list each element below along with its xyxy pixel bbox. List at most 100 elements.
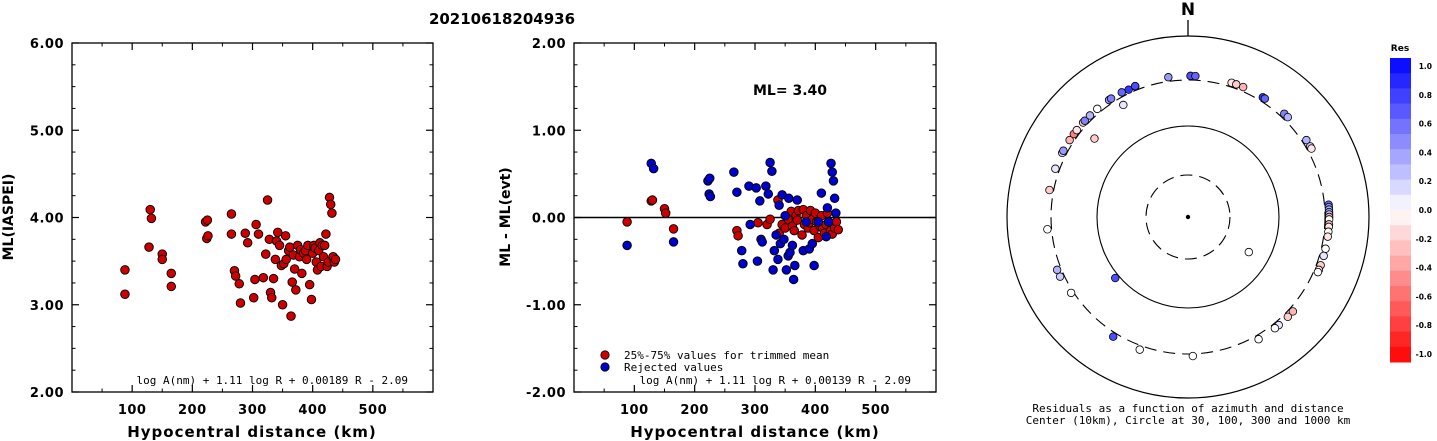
x-axis-left: 100 200 300 400 500 [101, 43, 404, 418]
data-point [829, 193, 840, 204]
colorbar-swatch [1390, 118, 1411, 135]
legend-label-trimmed: 25%-75% values for trimmed mean [624, 349, 829, 362]
chart-ml-iaspei: 2.00 3.00 4.00 5.00 6.00 100 200 300 400 500 ML(… [1, 37, 434, 441]
station-point [1254, 335, 1263, 344]
data-point [788, 274, 799, 285]
station-point [1106, 94, 1116, 103]
y-axis-middle: -2.00 -1.00 0.00 1.00 2.00 [526, 37, 936, 401]
x-axis-middle: 100 200 300 400 500 [603, 43, 907, 418]
y-axis-label-middle: ML - ML(evt) [498, 167, 514, 266]
x-tick-label: 500 [359, 403, 388, 418]
ring-100km [1096, 125, 1280, 309]
data-point [235, 298, 246, 308]
data-point [780, 211, 790, 221]
data-point [267, 293, 277, 303]
colorbar-swatch [1390, 58, 1411, 74]
data-point [801, 217, 812, 227]
station-point [1052, 265, 1062, 275]
colorbar-swatch [1390, 103, 1411, 120]
data-point [823, 217, 834, 227]
colorbar-tick-label: -0.6 [1416, 292, 1432, 301]
colorbar-ticks: 1.0 0.8 0.6 0.4 0.2 0.0 -0.2 -0.4 -0.6 -0.8 -1.0 [1416, 62, 1432, 359]
y-tick-label: -1.00 [526, 299, 566, 314]
y-axis-label-left: ML(IASPEI) [1, 174, 17, 261]
data-point [761, 181, 771, 191]
colorbar-tick-label: 0.0 [1419, 206, 1432, 215]
x-tick-label: 300 [238, 403, 267, 418]
center-marker [1185, 214, 1191, 220]
y-tick-label: 2.00 [30, 386, 64, 401]
station-point [1093, 104, 1102, 114]
data-point [826, 158, 836, 169]
x-tick-label: 300 [741, 403, 770, 418]
data-point [751, 183, 761, 193]
station-point [1164, 73, 1173, 82]
station-point [1307, 144, 1316, 153]
colorbar-swatch [1390, 240, 1411, 257]
station-point [1130, 81, 1140, 91]
station-point [1059, 146, 1068, 155]
station-point [1191, 71, 1200, 81]
station-point [1302, 135, 1311, 145]
data-point [752, 256, 763, 266]
legend-middle: 25%-75% values for trimmed mean Rejected… [600, 349, 829, 374]
data-point [647, 195, 658, 205]
data-point [807, 238, 818, 249]
data-point [738, 258, 748, 269]
station-point [1065, 135, 1074, 145]
data-point [297, 268, 307, 279]
polar-caption-line2: Center (10km), Circle at 30, 100, 300 an… [1026, 414, 1351, 427]
data-point [733, 231, 743, 241]
chart-ml-residual: -2.00 -1.00 0.00 1.00 2.00 100 200 300 400 500 M… [498, 37, 937, 441]
points-middle [622, 157, 844, 285]
data-point [270, 254, 281, 265]
colorbar-tick-label: -1.0 [1416, 350, 1432, 359]
colorbar-tick-label: 0.2 [1419, 177, 1432, 186]
data-point [622, 217, 632, 227]
data-point [230, 271, 241, 281]
formula-middle: log A(nm) + 1.11 log R + 0.00139 R - 2.0… [639, 374, 911, 387]
data-point [268, 273, 279, 284]
data-point [226, 209, 237, 219]
data-point [809, 260, 819, 271]
data-point [753, 217, 763, 228]
data-point [789, 225, 799, 236]
colorbar-swatch [1390, 255, 1411, 272]
y-tick-label: 5.00 [30, 124, 64, 139]
data-point [767, 166, 777, 177]
station-point [1283, 312, 1293, 322]
event-title: 20210618204936 [429, 10, 575, 28]
data-point [831, 208, 841, 218]
data-point [145, 204, 155, 215]
points-polar [1043, 71, 1334, 361]
station-point [1135, 345, 1144, 354]
data-point [765, 214, 775, 224]
x-axis-label-left: Hypocentral distance (km) [127, 423, 377, 441]
data-point [242, 238, 253, 248]
colorbar-swatch [1390, 286, 1411, 302]
x-tick-label: 200 [680, 403, 709, 418]
residual-colorbar: Res 1.0 0.8 0.6 0.4 0.2 0.0 -0.2 -0.4 -0.6 -0.8 -1… [1390, 44, 1432, 363]
station-point [1119, 100, 1128, 110]
formula-left: log A(nm) + 1.11 log R + 0.00189 R - 2.0… [136, 374, 408, 387]
data-point [321, 229, 331, 239]
data-point [280, 231, 291, 241]
data-point [251, 219, 261, 230]
station-point [1188, 351, 1198, 361]
data-point [827, 167, 837, 177]
data-point [784, 193, 794, 204]
data-point [157, 254, 167, 265]
data-point [765, 157, 775, 168]
colorbar-title: Res [1391, 44, 1409, 54]
data-point [769, 245, 780, 256]
x-tick-label: 400 [298, 403, 327, 418]
data-point [831, 217, 842, 227]
data-point [277, 300, 288, 310]
x-axis-label-middle: Hypocentral distance (km) [630, 423, 880, 441]
y-tick-label: 1.00 [532, 124, 566, 139]
colorbar-swatches [1390, 58, 1411, 363]
x-tick-label: 100 [118, 403, 147, 418]
data-point [792, 195, 802, 205]
station-point [1051, 164, 1060, 173]
